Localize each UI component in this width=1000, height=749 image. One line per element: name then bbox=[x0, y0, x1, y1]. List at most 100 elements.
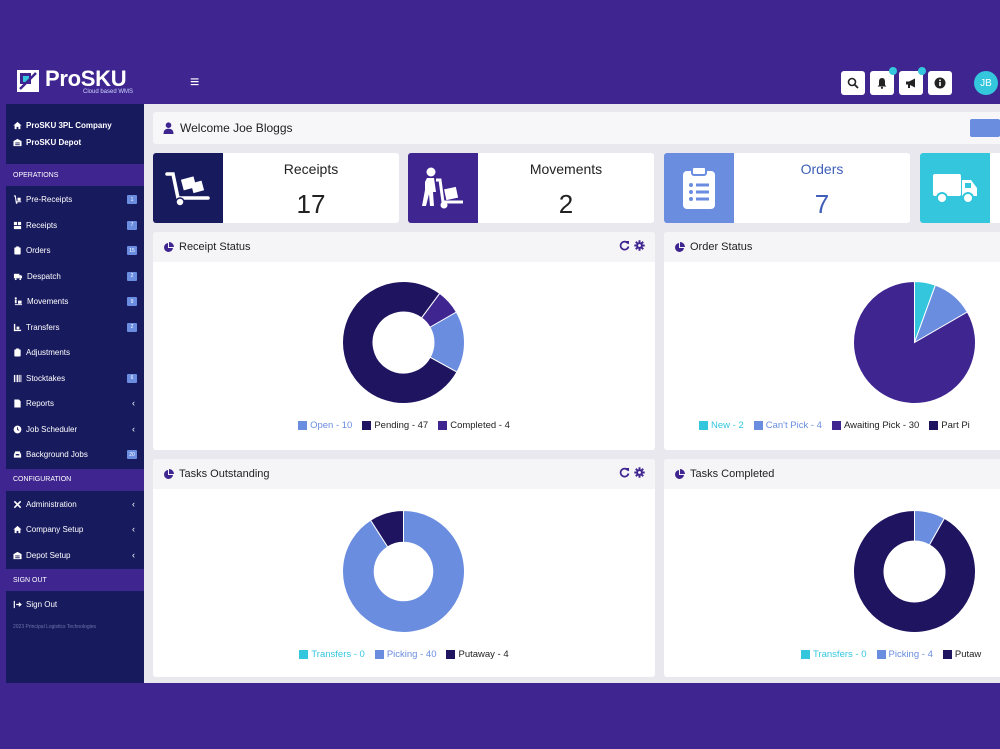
company-name: ProSKU 3PL Company bbox=[26, 121, 112, 130]
count-badge: 9 bbox=[127, 297, 137, 306]
logo[interactable]: ProSKU Cloud based WMS bbox=[16, 67, 133, 95]
sidebar-item-label: Transfers bbox=[26, 322, 60, 332]
logo-pro-text: Pro bbox=[45, 66, 81, 91]
sidebar-item-stocktakes[interactable]: Stocktakes 6 bbox=[6, 366, 144, 392]
sidebar-item-depot-setup[interactable]: Depot Setup ‹ bbox=[6, 543, 144, 569]
sidebar-item-reports[interactable]: Reports ‹ bbox=[6, 391, 144, 417]
legend-item[interactable]: Picking - 4 bbox=[876, 649, 933, 660]
refresh-icon[interactable] bbox=[619, 240, 630, 251]
legend-label: Awaiting Pick - 30 bbox=[843, 420, 920, 431]
sidebar-item-label: Depot Setup bbox=[26, 550, 71, 560]
chart-legend: New - 2 Can't Pick - 4 Awaiting Pick - 3… bbox=[664, 420, 1000, 431]
legend-item[interactable]: Transfers - 0 bbox=[801, 649, 867, 660]
legend-item[interactable]: Open - 10 bbox=[298, 420, 352, 431]
notifications-button[interactable] bbox=[870, 67, 897, 95]
announcements-button[interactable] bbox=[899, 67, 926, 95]
sidebar-item-transfers[interactable]: Transfers 2 bbox=[6, 315, 144, 341]
gear-icon[interactable] bbox=[634, 467, 645, 478]
legend-label: Transfers - 0 bbox=[813, 649, 867, 660]
legend-label: Open - 10 bbox=[310, 420, 353, 431]
chart-slice[interactable] bbox=[369, 509, 404, 548]
search-button[interactable] bbox=[841, 71, 865, 95]
legend-item[interactable]: Pending - 47 bbox=[362, 420, 428, 431]
sidebar-item-orders[interactable]: Orders 15 bbox=[6, 238, 144, 264]
stat-title: Orders bbox=[800, 161, 844, 177]
legend-item[interactable]: Can't Pick - 4 bbox=[753, 420, 822, 431]
stat-card-orders[interactable]: Orders 7 bbox=[664, 153, 910, 223]
legend-item[interactable]: Part Pi bbox=[929, 420, 970, 431]
sidebar-item-administration[interactable]: Administration ‹ bbox=[6, 492, 144, 518]
megaphone-icon bbox=[906, 78, 915, 88]
receipt-status-donut[interactable] bbox=[341, 280, 466, 405]
tasks-completed-donut[interactable] bbox=[852, 509, 977, 634]
sidebar-company[interactable]: ProSKU 3PL Company bbox=[13, 117, 144, 134]
app-window: ProSKU Cloud based WMS ≡ JB ProSKU 3PL C… bbox=[6, 63, 1000, 683]
order-status-pie[interactable] bbox=[852, 280, 977, 405]
sidebar-item-label: Pre-Receipts bbox=[26, 195, 73, 205]
sidebar-item-movements[interactable]: Movements 9 bbox=[6, 289, 144, 315]
legend-label: Putaway - 4 bbox=[458, 649, 509, 660]
copyright-text: 2023 Principal Logistics Technologies bbox=[13, 623, 97, 630]
sidebar-item-despatch[interactable]: Despatch 2 bbox=[6, 264, 144, 290]
refresh-icon[interactable] bbox=[619, 467, 630, 478]
count-badge: 15 bbox=[127, 246, 137, 255]
dolly-icon bbox=[153, 153, 223, 223]
legend-item[interactable]: Completed - 4 bbox=[438, 420, 510, 431]
sidebar-item-company-setup[interactable]: Company Setup ‹ bbox=[6, 517, 144, 543]
receipt-status-panel: Receipt Status Open - 10 Pending - 47 Co… bbox=[153, 232, 655, 450]
legend-label: Pending - 47 bbox=[374, 420, 429, 431]
legend-item[interactable]: Transfers - 0 bbox=[299, 649, 365, 660]
dolly-icon bbox=[13, 195, 22, 205]
chevron-left-icon: ‹ bbox=[132, 423, 135, 434]
bell-icon bbox=[877, 78, 887, 89]
sidebar-item-pre-receipts[interactable]: Pre-Receipts 1 bbox=[6, 187, 144, 213]
pallet-icon bbox=[13, 221, 22, 229]
menu-toggle-icon[interactable]: ≡ bbox=[190, 74, 200, 91]
count-badge: 20 bbox=[127, 450, 137, 459]
sign-out-link[interactable]: Sign Out bbox=[6, 592, 144, 618]
stat-title: Movements bbox=[529, 161, 603, 177]
stat-card-movements[interactable]: Movements 2 bbox=[408, 153, 654, 223]
clipboard-check-icon bbox=[14, 348, 21, 357]
sidebar-item-background-jobs[interactable]: Background Jobs 20 bbox=[6, 442, 144, 468]
stat-card-despatch[interactable] bbox=[920, 153, 1000, 223]
info-button[interactable] bbox=[928, 71, 952, 95]
chart-slice[interactable] bbox=[342, 509, 465, 633]
user-avatar[interactable]: JB bbox=[974, 71, 998, 95]
inbox-icon bbox=[13, 451, 22, 458]
chart-legend: Transfers - 0 Picking - 4 Putaw bbox=[664, 649, 1000, 660]
order-status-panel: Order Status New - 2 Can't Pick - 4 Awai… bbox=[664, 232, 1000, 450]
legend-item[interactable]: Putaway - 4 bbox=[446, 649, 509, 660]
chart-slice[interactable] bbox=[853, 509, 976, 633]
stat-card-receipts[interactable]: Receipts 17 bbox=[153, 153, 399, 223]
chart-slice[interactable] bbox=[853, 280, 976, 404]
clipboard-icon bbox=[14, 246, 21, 255]
sidebar-item-adjustments[interactable]: Adjustments bbox=[6, 340, 144, 366]
chart-slice[interactable] bbox=[420, 292, 458, 328]
transfer-icon bbox=[13, 323, 22, 331]
legend-item[interactable]: Putaw bbox=[942, 649, 982, 660]
logo-icon bbox=[16, 69, 40, 93]
count-badge: 2 bbox=[127, 271, 137, 281]
legend-label: Putaw bbox=[954, 649, 982, 660]
tasks-outstanding-panel: Tasks Outstanding Transfers - 0 Picking … bbox=[153, 459, 655, 677]
gear-icon[interactable] bbox=[634, 240, 645, 251]
tasks-outstanding-donut[interactable] bbox=[341, 509, 466, 634]
sidebar-item-receipts[interactable]: Receipts 7 bbox=[6, 213, 144, 239]
search-icon bbox=[847, 77, 859, 89]
sidebar-item-label: Movements bbox=[27, 297, 69, 307]
legend-label: Picking - 40 bbox=[386, 649, 437, 660]
sidebar-item-label: Adjustments bbox=[26, 348, 71, 358]
legend-item[interactable]: Picking - 40 bbox=[374, 649, 437, 660]
sidebar-item-label: Stocktakes bbox=[26, 373, 66, 383]
chart-slice[interactable] bbox=[342, 281, 458, 404]
tasks-completed-panel: Tasks Completed Transfers - 0 Picking - … bbox=[664, 459, 1000, 677]
welcome-action-button[interactable] bbox=[970, 119, 1000, 137]
sidebar-item-job-scheduler[interactable]: Job Scheduler ‹ bbox=[6, 417, 144, 443]
legend-item[interactable]: Awaiting Pick - 30 bbox=[831, 420, 920, 431]
sidebar-depot[interactable]: ProSKU Depot bbox=[13, 134, 144, 151]
pie-chart-icon bbox=[675, 468, 685, 479]
legend-label: Picking - 4 bbox=[888, 649, 933, 660]
legend-item[interactable]: New - 2 bbox=[699, 420, 744, 431]
stat-value: 17 bbox=[296, 189, 326, 219]
